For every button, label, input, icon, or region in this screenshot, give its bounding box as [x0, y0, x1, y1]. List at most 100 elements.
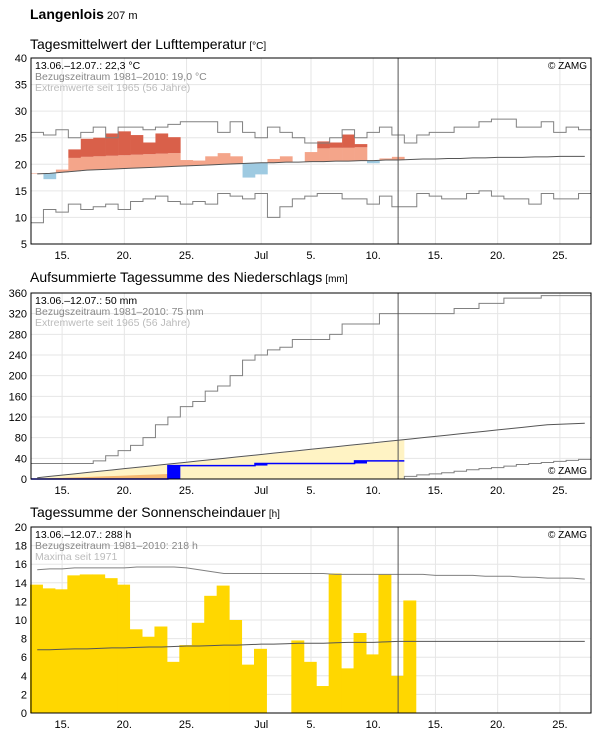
climate-mean-line	[37, 422, 585, 479]
x-tick-label: 20.	[117, 719, 132, 731]
sunshine-unit: [h]	[268, 509, 280, 520]
temperature-bar	[267, 158, 281, 163]
sunshine-bar	[191, 622, 205, 713]
temperature-bar	[354, 147, 368, 161]
temperature-bar	[279, 156, 293, 163]
temperature-bar	[342, 147, 355, 162]
temperature-bar	[342, 134, 355, 148]
x-tick-label: 15.	[54, 719, 69, 731]
temperature-bar	[317, 141, 330, 149]
info-line: 13.06.–12.07.: 50 mm	[35, 295, 137, 307]
x-tick-label: 25.	[179, 250, 194, 262]
station-name: Langenlois	[30, 6, 104, 22]
y-tick-label: 10	[15, 615, 27, 627]
y-tick-label: 40	[15, 453, 27, 465]
sunshine-bar	[30, 584, 43, 713]
x-tick-label: 10.	[366, 485, 381, 497]
sunshine-bar	[366, 654, 379, 713]
sunshine-bar	[353, 633, 367, 713]
x-tick-label: 15.	[428, 719, 443, 731]
y-tick-label: 200	[9, 371, 27, 383]
info-line: Bezugszeitraum 1981–2010: 75 mm	[35, 306, 204, 318]
temperature-bar	[317, 148, 330, 162]
temperature-bar	[130, 135, 144, 155]
copyright-label: © ZAMG	[548, 530, 587, 541]
temperature-bar	[167, 137, 181, 154]
y-tick-label: 12	[15, 596, 27, 608]
y-tick-label: 320	[9, 309, 27, 321]
temperature-bar	[80, 156, 94, 171]
x-tick-label: 25.	[552, 250, 567, 262]
climate-precipitation-area	[31, 440, 405, 479]
copyright-label: © ZAMG	[548, 61, 587, 72]
sunshine-bar	[166, 661, 180, 713]
temperature-bar	[155, 153, 169, 167]
precipitation-unit: [mm]	[325, 274, 348, 285]
temperature-bar	[105, 133, 119, 156]
y-tick-label: 360	[9, 288, 27, 300]
temperature-chart: 5 10 15 20 25 30 35 40 15. 20. 25. Jul 5. 10. 15. 20. 25…	[15, 53, 592, 262]
y-tick-label: 14	[15, 578, 27, 590]
temperature-bar	[143, 142, 156, 155]
x-tick-label: 5.	[306, 250, 315, 262]
climate-mean-line	[37, 640, 585, 651]
temperature-bar	[205, 156, 218, 165]
precipitation-chart-title: Aufsummierte Tagessumme des Niederschlag…	[30, 269, 348, 285]
sunshine-bar	[229, 620, 243, 713]
temperature-bar	[329, 142, 343, 148]
x-tick-label: 10.	[366, 250, 381, 262]
y-tick-label: 25	[15, 133, 27, 145]
temperature-bar	[167, 153, 181, 167]
climate-mean-line	[37, 155, 585, 175]
x-tick-label: 10.	[366, 719, 381, 731]
plot-frame	[30, 57, 592, 245]
x-tick-label: 20.	[490, 719, 505, 731]
temperature-bar	[105, 155, 119, 170]
precipitation-title-text: Aufsummierte Tagessumme des Niederschlag…	[30, 269, 323, 285]
info-line: Extremwerte seit 1965 (56 Jahre)	[35, 82, 190, 94]
station-elevation: 207 m	[106, 10, 138, 22]
temperature-bar	[230, 156, 243, 164]
x-tick-label: Jul	[254, 250, 268, 262]
sunshine-bar	[291, 640, 305, 713]
sunshine-bar	[316, 686, 330, 713]
precipitation-deficit-area	[31, 474, 168, 479]
temperature-bar	[255, 162, 268, 175]
y-tick-label: 20	[15, 159, 27, 171]
x-tick-label: 20.	[117, 485, 132, 497]
temperature-bar	[180, 160, 194, 166]
temperature-chart-title: Tagesmittelwert der Lufttemperatur [°C]	[30, 36, 266, 52]
sunshine-bar	[254, 648, 267, 713]
sunshine-bar	[204, 595, 218, 713]
y-tick-label: 10	[15, 212, 27, 224]
precipitation-chart: 0 40 80 120 160 200 240 280 320 360 15. 20. 25. Jul 5.…	[9, 288, 592, 497]
sunshine-bar	[179, 645, 193, 713]
x-tick-label: Jul	[254, 719, 268, 731]
temperature-bar	[118, 131, 131, 156]
sunshine-bar	[241, 664, 255, 713]
info-line: Maxima seit 1971	[35, 551, 117, 563]
sunshine-bar	[129, 629, 143, 713]
temperature-bar	[130, 154, 144, 169]
temperature-bar	[118, 155, 131, 169]
x-tick-label: Jul	[254, 485, 268, 497]
x-tick-label: 25.	[552, 485, 567, 497]
temperature-bar	[68, 157, 82, 172]
temperature-title-text: Tagesmittelwert der Lufttemperatur	[30, 36, 247, 52]
y-tick-label: 16	[15, 559, 27, 571]
y-tick-label: 6	[21, 652, 27, 664]
precipitation-event	[354, 460, 367, 464]
y-tick-label: 5	[21, 239, 27, 251]
record-max-line	[37, 566, 585, 580]
x-tick-label: 25.	[179, 485, 194, 497]
sunshine-bar	[154, 626, 168, 713]
sunshine-bar	[67, 575, 81, 713]
x-tick-label: 20.	[490, 485, 505, 497]
station-header: Langenlois 207 m	[30, 6, 137, 22]
y-tick-label: 80	[15, 433, 27, 445]
y-tick-label: 160	[9, 391, 27, 403]
y-tick-label: 2	[21, 689, 27, 701]
sunshine-chart: 0 2 4 6 8 10 12 14 16 18 20 15. 20. 25. Jul 5. 10. 15. 20.…	[15, 522, 592, 731]
plot-frame	[30, 292, 592, 480]
sunshine-bar	[79, 574, 93, 713]
